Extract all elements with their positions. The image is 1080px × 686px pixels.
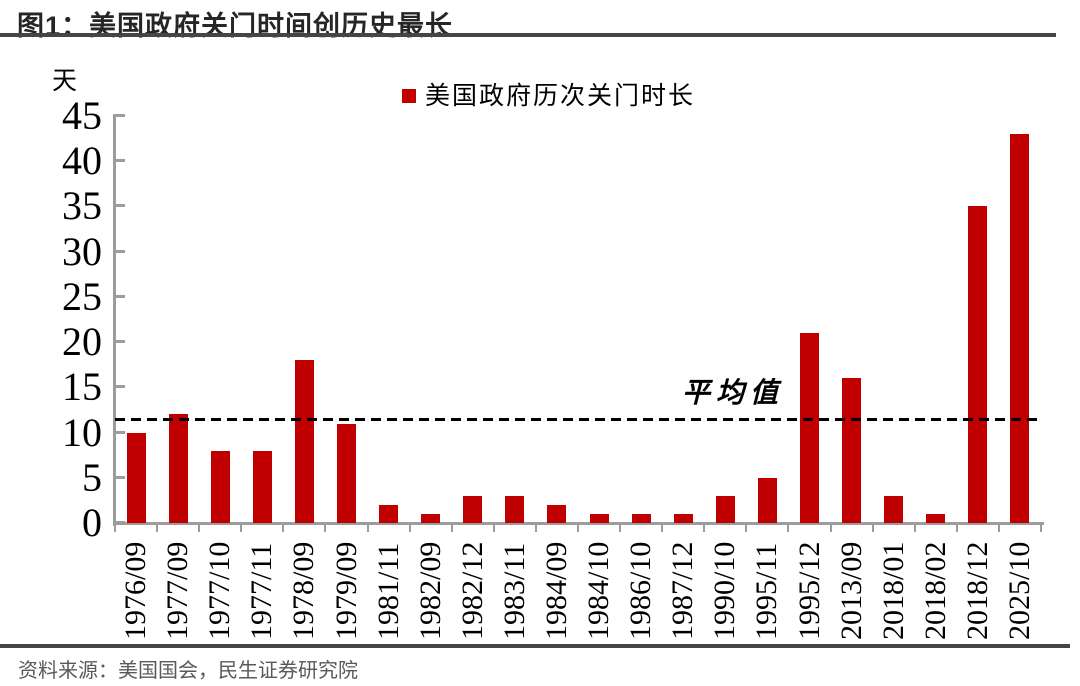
x-axis-label: 1982/09 [414, 541, 447, 640]
bar-1995-11 [758, 478, 777, 523]
y-tick-label: 20 [62, 319, 102, 365]
x-axis-tick [913, 523, 916, 532]
x-axis-tick [1040, 523, 1042, 532]
x-axis-tick [450, 523, 453, 532]
legend-label: 美国政府历次关门时长 [425, 83, 696, 110]
legend-swatch-icon [402, 88, 416, 103]
bar-1987-12 [674, 514, 693, 523]
x-axis-label: 2018/12 [961, 541, 994, 640]
bar-1977-11 [253, 451, 272, 523]
y-tick-label: 0 [82, 500, 102, 545]
x-axis-tick [787, 523, 790, 532]
x-axis-label: 1984/10 [582, 541, 615, 640]
bar-1977-09 [169, 414, 188, 523]
y-tick-label: 25 [62, 273, 102, 319]
bar-1983-11 [505, 496, 524, 523]
y-axis-tick [115, 340, 125, 344]
average-dashed-line [115, 418, 1038, 421]
y-tick-label: 5 [82, 454, 102, 500]
x-axis-tick [366, 523, 369, 532]
y-tick-label: 10 [62, 409, 102, 455]
x-axis-tick [955, 523, 958, 532]
y-axis-unit-label: 天 [52, 68, 78, 95]
bar-1986-10 [632, 514, 651, 523]
y-axis-tick [115, 114, 125, 117]
x-axis-label: 2018/02 [919, 541, 952, 640]
x-axis-tick [534, 523, 537, 532]
bar-1995-12 [800, 333, 819, 523]
x-axis-label: 1984/09 [540, 541, 573, 640]
y-axis-tick [115, 430, 125, 434]
x-axis-label: 1977/11 [245, 542, 278, 640]
x-axis-label: 1979/09 [330, 541, 363, 640]
y-axis-tick [115, 159, 125, 163]
x-axis-tick [871, 523, 874, 532]
bar-2025-10 [1010, 134, 1029, 523]
x-axis-label: 1976/09 [119, 541, 152, 640]
bar-1977-10 [211, 451, 230, 523]
x-axis-tick [282, 523, 285, 532]
x-axis-label: 1995/12 [793, 541, 826, 640]
x-axis-label: 1986/10 [624, 541, 657, 640]
y-axis-tick [115, 204, 125, 208]
source-note: 资料来源：美国国会，民生证券研究院 [18, 660, 358, 682]
x-axis-tick [156, 523, 159, 532]
chart-legend: 美国政府历次关门时长 [402, 76, 695, 112]
x-axis-label: 2018/01 [877, 541, 910, 640]
x-axis-label: 1982/12 [456, 541, 489, 640]
bar-1976-09 [127, 433, 146, 523]
x-axis-label: 2013/09 [835, 541, 868, 640]
bar-1981-11 [379, 505, 398, 523]
bar-1979-09 [337, 424, 356, 523]
x-axis-label: 2025/10 [1003, 541, 1036, 640]
y-tick-label: 40 [62, 138, 102, 184]
x-axis-tick [661, 523, 664, 532]
x-axis-tick [829, 523, 832, 532]
x-axis-tick [577, 523, 579, 532]
x-axis-label: 1987/12 [666, 541, 699, 640]
y-axis-tick [115, 385, 125, 389]
x-axis-tick [703, 523, 706, 532]
x-axis-tick [745, 523, 748, 532]
x-axis-label: 1977/09 [161, 541, 194, 640]
bottom-rule [0, 644, 1070, 648]
x-axis-label: 1990/10 [708, 541, 741, 640]
bar-1982-09 [421, 514, 440, 523]
x-axis-label: 1983/11 [498, 542, 531, 640]
average-line-label: 平均值 [682, 378, 785, 409]
bar-1990-10 [716, 496, 735, 523]
bar-2018-12 [968, 206, 987, 523]
bar-2013-09 [842, 378, 861, 523]
y-axis-line [113, 114, 116, 526]
x-axis-label: 1977/10 [203, 541, 236, 640]
y-axis-tick [115, 294, 125, 298]
x-axis-tick [114, 523, 116, 532]
bar-1982-12 [463, 496, 482, 523]
x-axis-tick [408, 523, 411, 532]
y-tick-label: 35 [62, 183, 102, 229]
x-axis-tick [997, 523, 1000, 532]
x-axis-tick [324, 523, 327, 532]
x-axis-tick [492, 523, 495, 532]
x-axis-tick [198, 523, 201, 532]
y-tick-label: 15 [62, 364, 102, 410]
bar-1978-09 [295, 360, 314, 523]
x-axis-label: 1995/11 [750, 542, 783, 640]
y-tick-label: 45 [62, 93, 102, 138]
y-axis-tick [115, 475, 125, 479]
x-axis-tick [240, 523, 243, 532]
bar-1984-09 [547, 505, 566, 523]
bar-1984-10 [590, 514, 609, 523]
bar-2018-02 [926, 514, 945, 523]
title-rule [0, 33, 1056, 37]
y-tick-label: 30 [62, 228, 102, 274]
x-axis-tick [619, 523, 622, 532]
bar-2018-01 [884, 496, 903, 523]
x-axis-label: 1978/09 [287, 541, 320, 640]
x-axis-label: 1981/11 [372, 542, 405, 640]
y-axis-tick [115, 249, 125, 253]
